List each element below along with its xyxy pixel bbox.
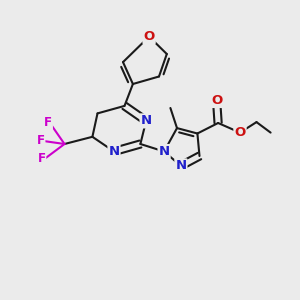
Text: N: N xyxy=(140,114,152,128)
Text: N: N xyxy=(158,145,170,158)
Text: N: N xyxy=(108,145,120,158)
Text: O: O xyxy=(143,30,155,43)
Text: F: F xyxy=(37,134,44,148)
Text: O: O xyxy=(234,126,246,139)
Text: O: O xyxy=(211,94,222,107)
Text: N: N xyxy=(175,159,187,172)
Text: F: F xyxy=(44,116,52,129)
Text: F: F xyxy=(38,152,45,166)
